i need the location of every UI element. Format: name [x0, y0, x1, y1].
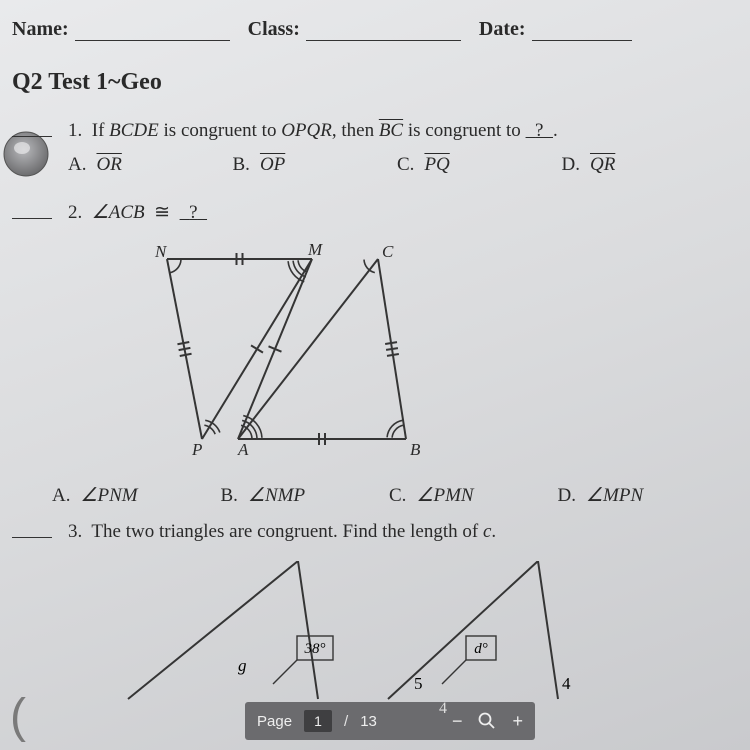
svg-text:5: 5 [414, 674, 423, 693]
svg-text:N: N [154, 242, 168, 261]
svg-text:d°: d° [474, 641, 488, 657]
q1-num: 1. [68, 120, 82, 141]
q2-choice-c: C. ∠PMN [389, 484, 558, 507]
q1-opqr: OPQR [281, 120, 332, 141]
date-blank [532, 22, 632, 41]
q2-d-label: D. [558, 485, 576, 507]
q1-b-label: B. [233, 154, 250, 176]
q1-choice-c: C. PQ [397, 154, 562, 176]
q2-d-val: ∠MPN [586, 484, 643, 507]
q3-body: The two triangles are congruent. Find th… [91, 521, 483, 542]
q3-num: 3. [68, 521, 82, 542]
q1-a-label: A. [68, 154, 86, 176]
q3-text: 3. The two triangles are congruent. Find… [68, 519, 726, 545]
answer-blank-3 [12, 537, 52, 538]
q2-choice-b: B. ∠NMP [221, 484, 390, 507]
svg-text:4: 4 [562, 674, 571, 693]
class-blank [306, 22, 461, 41]
date-label: Date: [479, 18, 526, 41]
q2-a-val: ∠PNM [80, 484, 137, 507]
q1-c-label: C. [397, 154, 414, 176]
q1-blank-qmark: ? [535, 120, 543, 141]
svg-text:38°: 38° [304, 641, 326, 657]
page-total: 13 [360, 713, 377, 730]
four-overlay: 4 [439, 700, 447, 718]
svg-text:P: P [191, 440, 202, 459]
q1-a-val: OR [96, 154, 121, 176]
class-field: Class: [248, 18, 461, 41]
q3-diagram: 38° d° g 5 4 [68, 561, 726, 706]
q2-c-val: ∠PMN [416, 484, 473, 507]
q1-mid3: is congruent to [403, 120, 525, 141]
pdf-toolbar[interactable]: Page 1 / 13 − 4 + [245, 702, 535, 740]
worksheet-page: Name: Class: Date: Q2 Test 1~Geo 1. If B… [0, 0, 750, 750]
left-bracket-overlay: ( [10, 689, 26, 744]
name-field: Name: [12, 18, 230, 41]
date-field: Date: [479, 18, 632, 41]
page-sep: / [344, 713, 348, 730]
svg-text:g: g [238, 656, 247, 675]
q1-blank: ? [526, 120, 553, 141]
q2-svg: N M C P A B [142, 241, 422, 461]
page-label: Page [257, 713, 292, 730]
q1-choice-d: D. QR [562, 154, 727, 176]
svg-text:M: M [307, 241, 323, 259]
q2-text: 2. ∠ACB ≅ ? [68, 200, 726, 226]
q2-angle: ∠ACB [92, 202, 145, 223]
svg-text:C: C [382, 242, 394, 261]
q2-choice-d: D. ∠MPN [558, 484, 727, 507]
q2-c-label: C. [389, 485, 406, 507]
q2-cong: ≅ [154, 202, 170, 223]
zoom-in-icon[interactable]: + [512, 712, 523, 730]
answer-blank-1 [12, 136, 52, 137]
svg-text:B: B [410, 440, 421, 459]
toolbar-icons: − 4 + [452, 712, 523, 730]
q1-b-val: OP [260, 154, 285, 176]
q1-bcde: BCDE [109, 120, 159, 141]
question-2: 2. ∠ACB ≅ ? N M C P A B A. ∠PNM B. ∠NMP C. ∠P… [12, 200, 726, 508]
q2-blank-qmark: ? [189, 202, 197, 223]
q2-diagram: N M C P A B [142, 241, 726, 466]
q1-text: 1. If BCDE is congruent to OPQR, then BC… [68, 118, 726, 144]
q2-b-val: ∠NMP [248, 484, 305, 507]
zoom-out-icon[interactable]: − [452, 712, 463, 730]
q2-a-label: A. [52, 485, 70, 507]
q1-bc: BC [379, 120, 403, 141]
q1-d-label: D. [562, 154, 580, 176]
name-label: Name: [12, 18, 69, 41]
q2-choices: A. ∠PNM B. ∠NMP C. ∠PMN D. ∠MPN [52, 484, 726, 507]
question-1: 1. If BCDE is congruent to OPQR, then BC… [12, 118, 726, 176]
q1-choice-a: A. OR [68, 154, 233, 176]
q3-svg: 38° d° g 5 4 [68, 561, 628, 701]
page-current-input[interactable]: 1 [304, 710, 332, 732]
q1-choice-b: B. OP [233, 154, 398, 176]
q1-choices: A. OR B. OP C. PQ D. QR [68, 154, 726, 176]
q2-b-label: B. [221, 485, 238, 507]
svg-text:A: A [237, 440, 249, 459]
q1-mid2: , then [332, 120, 379, 141]
q2-blank: ? [180, 202, 207, 223]
magnifier-icon[interactable] [478, 712, 496, 730]
test-title: Q2 Test 1~Geo [12, 69, 726, 96]
class-label: Class: [248, 18, 300, 41]
q1-c-val: PQ [424, 154, 449, 176]
question-3: 3. The two triangles are congruent. Find… [12, 519, 726, 706]
name-blank [75, 22, 230, 41]
q2-choice-a: A. ∠PNM [52, 484, 221, 507]
q1-d-val: QR [590, 154, 615, 176]
answer-blank-2 [12, 218, 52, 219]
q2-num: 2. [68, 202, 82, 223]
header-row: Name: Class: Date: [12, 18, 726, 41]
q1-period: . [553, 120, 558, 141]
q1-pre: If [92, 120, 109, 141]
q1-mid1: is congruent to [159, 120, 281, 141]
q3-period: . [491, 521, 496, 542]
